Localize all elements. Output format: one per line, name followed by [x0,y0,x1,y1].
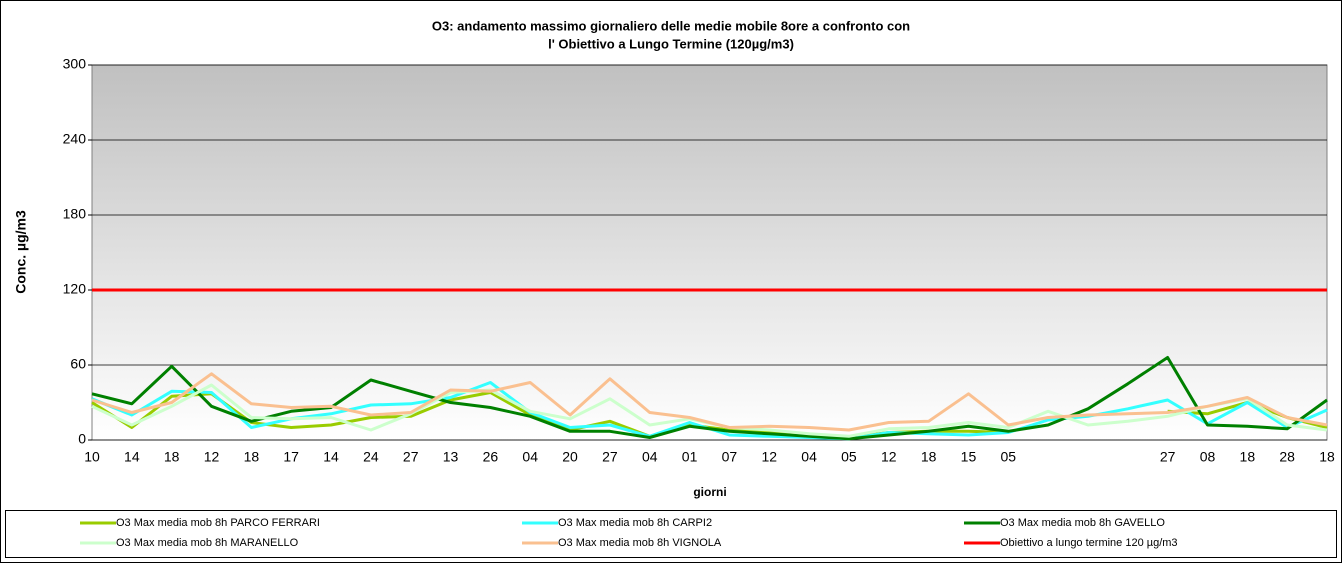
series-line [91,356,1328,441]
legend-label: O3 Max media mob 8h VIGNOLA [558,537,722,549]
x-tick-label: 05 [1001,449,1017,465]
x-tick-label: 18 [1319,449,1335,465]
x-tick-label: 15 [961,449,977,465]
x-tick-label: 18 [921,449,937,465]
legend-label: O3 Max media mob 8h GAVELLO [1000,517,1165,529]
legend-label: Obiettivo a lungo termine 120 µg/m3 [1000,537,1178,549]
x-tick-label: 18 [1240,449,1256,465]
x-tick-label: 18 [244,449,260,465]
y-tick-label: 60 [70,356,86,372]
y-tick-label: 180 [63,206,87,222]
x-tick-label: 05 [841,449,857,465]
x-tick-label: 24 [363,449,379,465]
x-tick-label: 04 [642,449,658,465]
x-tick-label: 27 [602,449,618,465]
x-tick-label: 17 [283,449,299,465]
x-tick-label: 08 [1200,449,1216,465]
plot-area [91,64,1328,441]
x-tick-label: 12 [761,449,777,465]
x-tick-label: 14 [323,449,339,465]
legend-label: O3 Max media mob 8h MARANELLO [116,537,299,549]
legend-label: O3 Max media mob 8h CARPI2 [558,517,712,529]
chart-title: O3: andamento massimo giornaliero delle … [432,18,910,33]
x-tick-label: 27 [403,449,419,465]
x-tick-label: 20 [562,449,578,465]
x-tick-label: 12 [204,449,220,465]
x-tick-label: 26 [483,449,499,465]
y-tick-label: 120 [63,281,87,297]
y-tick-label: 240 [63,131,87,147]
x-tick-label: 28 [1279,449,1295,465]
x-tick-label: 01 [682,449,698,465]
x-tick-label: 12 [881,449,897,465]
x-tick-label: 10 [84,449,100,465]
chart-title: l' Obiettivo a Lungo Termine (120µg/m3) [548,36,794,51]
x-tick-label: 14 [124,449,140,465]
x-tick-label: 18 [164,449,180,465]
x-tick-label: 07 [722,449,738,465]
x-tick-label: 13 [443,449,459,465]
series-line [91,372,1328,432]
legend-label: O3 Max media mob 8h PARCO FERRARI [116,517,320,529]
legend [5,510,1337,558]
x-axis-label: giorni [693,485,726,499]
y-axis-label: Conc. µg/m3 [13,210,29,294]
y-tick-label: 0 [78,431,86,447]
x-tick-label: 04 [522,449,538,465]
y-tick-label: 300 [63,56,87,72]
x-tick-label: 27 [1160,449,1176,465]
x-tick-label: 04 [801,449,817,465]
